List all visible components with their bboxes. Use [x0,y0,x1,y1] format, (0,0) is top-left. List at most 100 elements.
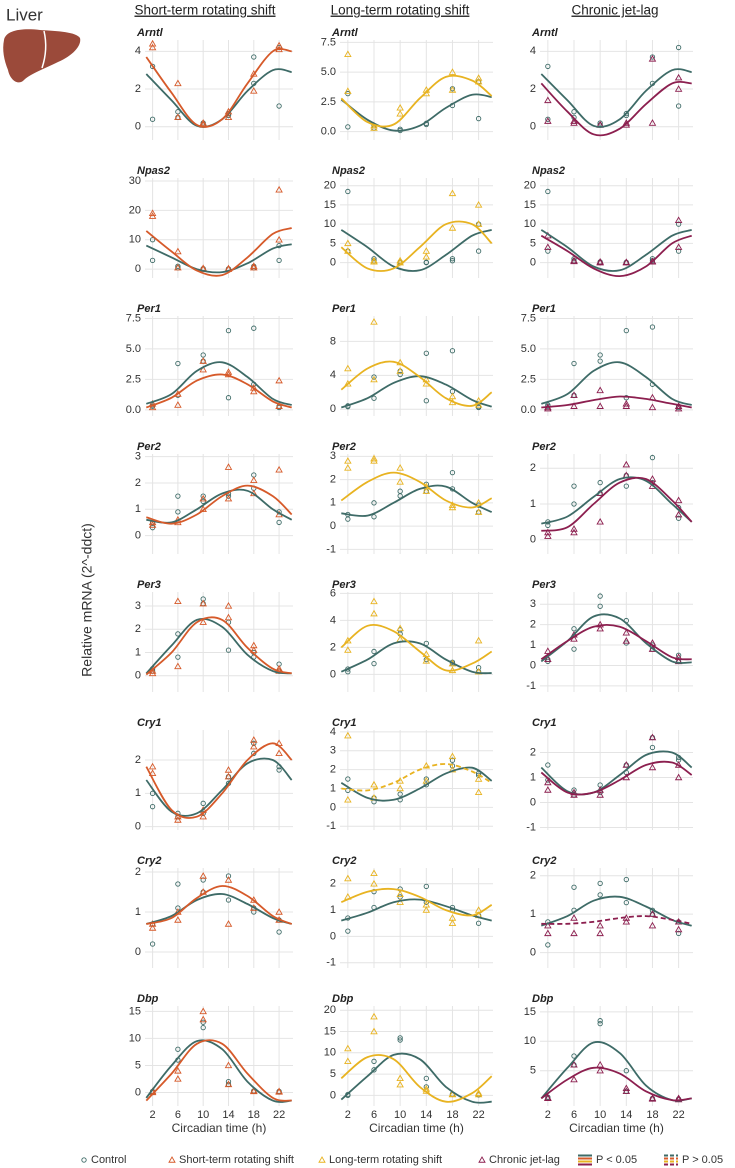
point [275,749,283,757]
point [423,776,429,782]
point [623,327,629,334]
point [148,209,157,216]
point [597,880,603,887]
y-tick-label: 6 [330,587,336,599]
point [597,120,603,126]
y-tick-label: 0 [135,529,141,541]
fit-curve [145,243,292,274]
point [371,395,377,401]
fit-curve [145,1039,292,1102]
x-tick-label: 14 [420,1109,432,1121]
panel-background [145,1006,293,1106]
point [224,766,233,773]
fit-curve [541,476,693,525]
x-tick-label: 10 [394,1109,406,1121]
point [674,85,683,92]
point [544,1094,552,1102]
point [596,624,604,632]
x-tick-label: 18 [646,1109,658,1121]
point [344,1044,352,1052]
y-tick-label: 0 [135,821,141,833]
point [149,237,156,243]
y-tick-label: -1 [526,680,536,692]
column-title: Long-term rotating shift [331,3,470,18]
point [344,1057,352,1065]
fit-curve [145,48,292,128]
y-tick-label: 5.0 [321,66,336,78]
panel: 0 1 2 Per2 [530,441,693,554]
y-tick-label: 4 [530,45,536,57]
point [397,791,403,797]
point [449,469,456,476]
y-tick-label: 3 [330,745,336,757]
point [224,920,233,927]
point [622,761,631,768]
point [396,103,404,111]
point [675,248,682,254]
x-tick-label: 22 [472,1109,484,1121]
panel-background [540,1006,693,1106]
x-tick-label: 6 [371,1109,377,1121]
point [474,220,483,227]
point [423,782,429,788]
point [448,86,457,93]
y-tick-label: 4 [330,726,336,738]
legend: Control Short-term rotating shift Long-ter… [81,1154,723,1166]
y-tick-label: 0 [530,257,536,269]
panel-title: Cry2 [532,855,556,867]
point [422,657,431,664]
point [675,930,682,937]
point [674,73,683,81]
y-tick-label: 10 [129,234,141,246]
y-tick-label: 15 [324,1025,336,1037]
x-tick-label: 22 [672,1109,684,1121]
point [149,804,156,810]
point [423,259,429,265]
point [199,872,207,879]
panel-title: Npas2 [137,165,170,177]
point [674,925,683,933]
point [371,648,377,655]
point [623,899,629,906]
point [544,647,552,654]
x-tick-label: 18 [248,1109,260,1121]
point [344,457,352,464]
point [649,744,656,751]
fit-curve [146,488,293,524]
fit-curve [340,74,493,128]
point [648,910,657,917]
point [250,736,258,743]
point [250,387,258,395]
y-tick-label: 1 [530,771,536,783]
point [344,646,352,653]
y-tick-label: 1 [330,497,336,509]
point [448,503,457,511]
panel-title: Cry1 [532,717,556,729]
y-tick-label: 1 [135,787,141,799]
y-tick-label: 1 [530,498,536,510]
point [345,776,351,782]
point [474,508,483,515]
point [371,1058,377,1064]
point [448,224,457,231]
panel-title: Per3 [332,579,356,591]
point [622,1084,631,1092]
point [596,1066,604,1074]
fit-curve [540,68,692,128]
point [397,371,403,378]
panel-title: Per1 [332,303,356,315]
point [224,113,233,121]
point [345,124,351,130]
point [571,646,577,652]
point [199,357,207,364]
point [474,788,483,795]
y-tick-label: 5 [135,1059,141,1071]
point [544,929,552,937]
panel-background [340,1006,493,1106]
y-tick-label: 3 [330,450,336,462]
y-tick-label: 5 [530,237,536,249]
point [174,1075,182,1082]
y-tick-label: 3 [135,600,141,612]
